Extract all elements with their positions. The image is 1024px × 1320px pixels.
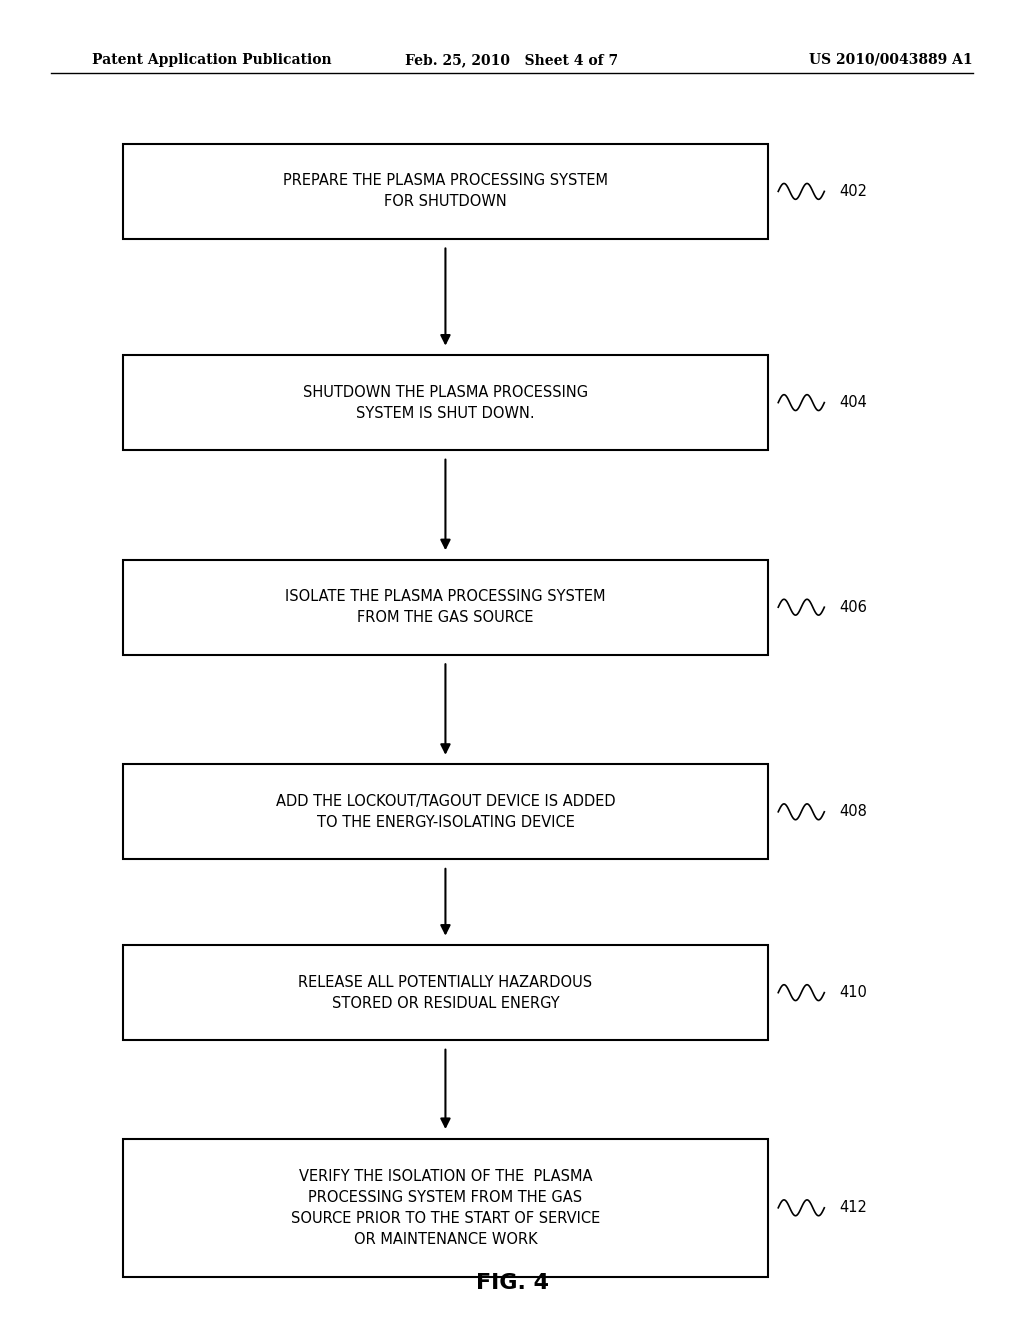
Text: 410: 410 bbox=[840, 985, 867, 1001]
Text: 412: 412 bbox=[840, 1200, 867, 1216]
Text: Patent Application Publication: Patent Application Publication bbox=[92, 53, 332, 67]
Text: Feb. 25, 2010   Sheet 4 of 7: Feb. 25, 2010 Sheet 4 of 7 bbox=[406, 53, 618, 67]
Text: ISOLATE THE PLASMA PROCESSING SYSTEM
FROM THE GAS SOURCE: ISOLATE THE PLASMA PROCESSING SYSTEM FRO… bbox=[286, 589, 605, 626]
FancyBboxPatch shape bbox=[123, 355, 768, 450]
FancyBboxPatch shape bbox=[123, 560, 768, 655]
Text: ADD THE LOCKOUT/TAGOUT DEVICE IS ADDED
TO THE ENERGY-ISOLATING DEVICE: ADD THE LOCKOUT/TAGOUT DEVICE IS ADDED T… bbox=[275, 793, 615, 830]
FancyBboxPatch shape bbox=[123, 144, 768, 239]
Text: 402: 402 bbox=[840, 183, 867, 199]
FancyBboxPatch shape bbox=[123, 1138, 768, 1278]
Text: SHUTDOWN THE PLASMA PROCESSING
SYSTEM IS SHUT DOWN.: SHUTDOWN THE PLASMA PROCESSING SYSTEM IS… bbox=[303, 384, 588, 421]
Text: FIG. 4: FIG. 4 bbox=[475, 1272, 549, 1294]
Text: VERIFY THE ISOLATION OF THE  PLASMA
PROCESSING SYSTEM FROM THE GAS
SOURCE PRIOR : VERIFY THE ISOLATION OF THE PLASMA PROCE… bbox=[291, 1168, 600, 1247]
Text: 404: 404 bbox=[840, 395, 867, 411]
Text: 408: 408 bbox=[840, 804, 867, 820]
Text: 406: 406 bbox=[840, 599, 867, 615]
FancyBboxPatch shape bbox=[123, 764, 768, 859]
FancyBboxPatch shape bbox=[123, 945, 768, 1040]
Text: PREPARE THE PLASMA PROCESSING SYSTEM
FOR SHUTDOWN: PREPARE THE PLASMA PROCESSING SYSTEM FOR… bbox=[283, 173, 608, 210]
Text: US 2010/0043889 A1: US 2010/0043889 A1 bbox=[809, 53, 973, 67]
Text: RELEASE ALL POTENTIALLY HAZARDOUS
STORED OR RESIDUAL ENERGY: RELEASE ALL POTENTIALLY HAZARDOUS STORED… bbox=[298, 974, 593, 1011]
